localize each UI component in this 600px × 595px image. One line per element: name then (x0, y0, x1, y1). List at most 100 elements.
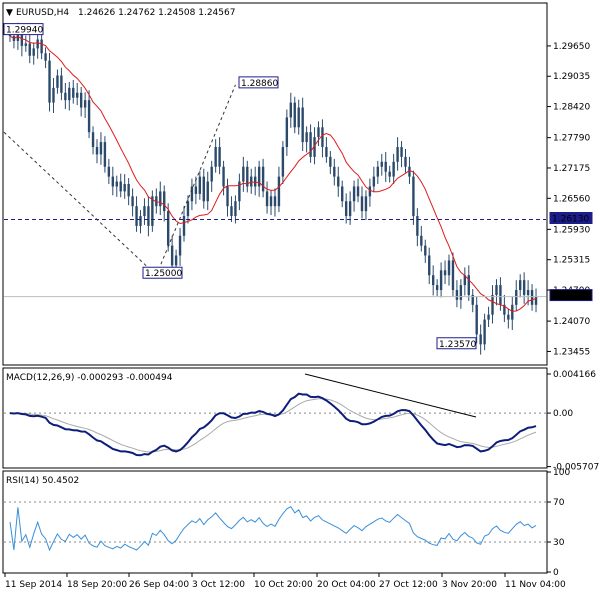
candle-body (273, 196, 277, 207)
candle-body (526, 290, 530, 295)
x-tick-label: 11 Sep 2014 (5, 580, 62, 590)
rsi-y-tick-label: 0 (553, 568, 559, 578)
macd-panel (2, 367, 548, 469)
candle-body (388, 171, 391, 177)
rsi-line (9, 506, 537, 552)
current-price-label-box (549, 289, 593, 302)
candle-body (222, 166, 225, 187)
rsi-y-tick-label: 70 (553, 498, 565, 508)
y-tick-label: 1.26560 (553, 194, 590, 204)
trend-line-up (155, 84, 236, 276)
candle-body (40, 39, 43, 54)
candle-body (439, 270, 443, 291)
candle-body (380, 161, 383, 167)
macd-y-tick-label: -0.005707 (553, 463, 599, 473)
candle-body (44, 53, 47, 61)
candle-body (507, 314, 510, 320)
candle-body (412, 176, 415, 217)
candle-body (242, 166, 245, 182)
candle-body (515, 290, 518, 305)
candle-body (384, 161, 387, 172)
candle-body (348, 201, 352, 217)
price-labels: 1.29940 1.28860 1.25000 1.23570 1.26130 1.245… (3, 23, 593, 350)
y-tick-label: 1.29035 (553, 72, 590, 82)
main-panel (2, 2, 548, 366)
candle-body (499, 285, 502, 305)
level-price-label: 1.26130 (552, 215, 589, 225)
candle-body (463, 275, 467, 286)
candle-body (321, 127, 324, 148)
candle-body (151, 196, 154, 226)
candle-body (372, 176, 376, 187)
main-y-ticks: 1.29650 1.29035 1.28420 1.27790 1.27175 1.265… (547, 42, 590, 357)
candle-body (368, 186, 372, 197)
candle-body (416, 216, 419, 236)
candle-body (301, 107, 304, 143)
candle-body (428, 255, 431, 276)
swing-price-label: 1.23570 (439, 340, 476, 350)
y-tick-label: 1.25930 (553, 225, 590, 235)
candle-body (79, 92, 83, 108)
candle-body (455, 290, 459, 300)
candle-body (309, 132, 312, 157)
swing-price-label-box (436, 337, 477, 350)
candle-body (467, 275, 470, 295)
candle-body (123, 184, 126, 192)
x-tick-label: 27 Oct 12:00 (379, 580, 438, 590)
rsi-header: RSI(14) 50.4502 (6, 476, 79, 486)
candle-body (313, 137, 316, 157)
candle-body (95, 147, 99, 155)
macd-main-line (9, 392, 537, 457)
candle-body (519, 280, 522, 291)
candle-body (325, 147, 328, 157)
candle-body (127, 184, 130, 197)
main-plot (3, 22, 546, 355)
x-tick-label: 3 Oct 12:00 (192, 580, 245, 590)
candle-body (404, 156, 407, 167)
candle-body (170, 245, 174, 266)
candle-body (202, 176, 205, 202)
candle-body (281, 147, 285, 177)
candle-body (305, 132, 308, 143)
x-tick-label: 20 Oct 04:00 (317, 580, 376, 590)
candle-body (159, 191, 162, 207)
candle-body (491, 294, 494, 315)
candle-body (139, 216, 142, 226)
candle-body (238, 181, 241, 202)
candle-body (333, 166, 336, 177)
candle-body (376, 166, 380, 177)
candle-body (344, 201, 348, 217)
candle-body (471, 294, 474, 305)
rsi-y-tick-label: 30 (553, 538, 565, 548)
rsi-y-tick-label: 100 (553, 468, 570, 478)
candle-body (424, 245, 427, 256)
x-tick-label: 26 Sep 04:00 (129, 580, 189, 590)
y-tick-label: 1.24070 (553, 317, 590, 327)
candle-body (483, 319, 486, 345)
candle-body (246, 166, 249, 187)
macd-divergence-line (304, 373, 477, 418)
candle-body (99, 142, 103, 155)
candle-body (72, 87, 75, 98)
swing-price-label: 1.28860 (241, 79, 278, 89)
moving-average-line (9, 35, 537, 312)
candle-body (68, 87, 71, 101)
candle-body (479, 334, 482, 345)
x-tick-label: 3 Nov 20:00 (442, 580, 497, 590)
candle-body (226, 186, 229, 207)
candle-body (475, 304, 478, 335)
candle-body (111, 176, 115, 187)
candle-body (83, 100, 87, 108)
candle-body (163, 191, 166, 212)
macd-plot: 0.004166 0.00 -0.005707 (4, 370, 599, 473)
candle-body (107, 166, 111, 177)
candle-body (341, 186, 344, 202)
candle-body (56, 75, 59, 88)
candle-body (257, 166, 261, 187)
candle-body (408, 166, 411, 177)
candle-body (293, 102, 296, 128)
candle-body (210, 166, 213, 182)
y-tick-label: 1.23455 (553, 347, 590, 357)
